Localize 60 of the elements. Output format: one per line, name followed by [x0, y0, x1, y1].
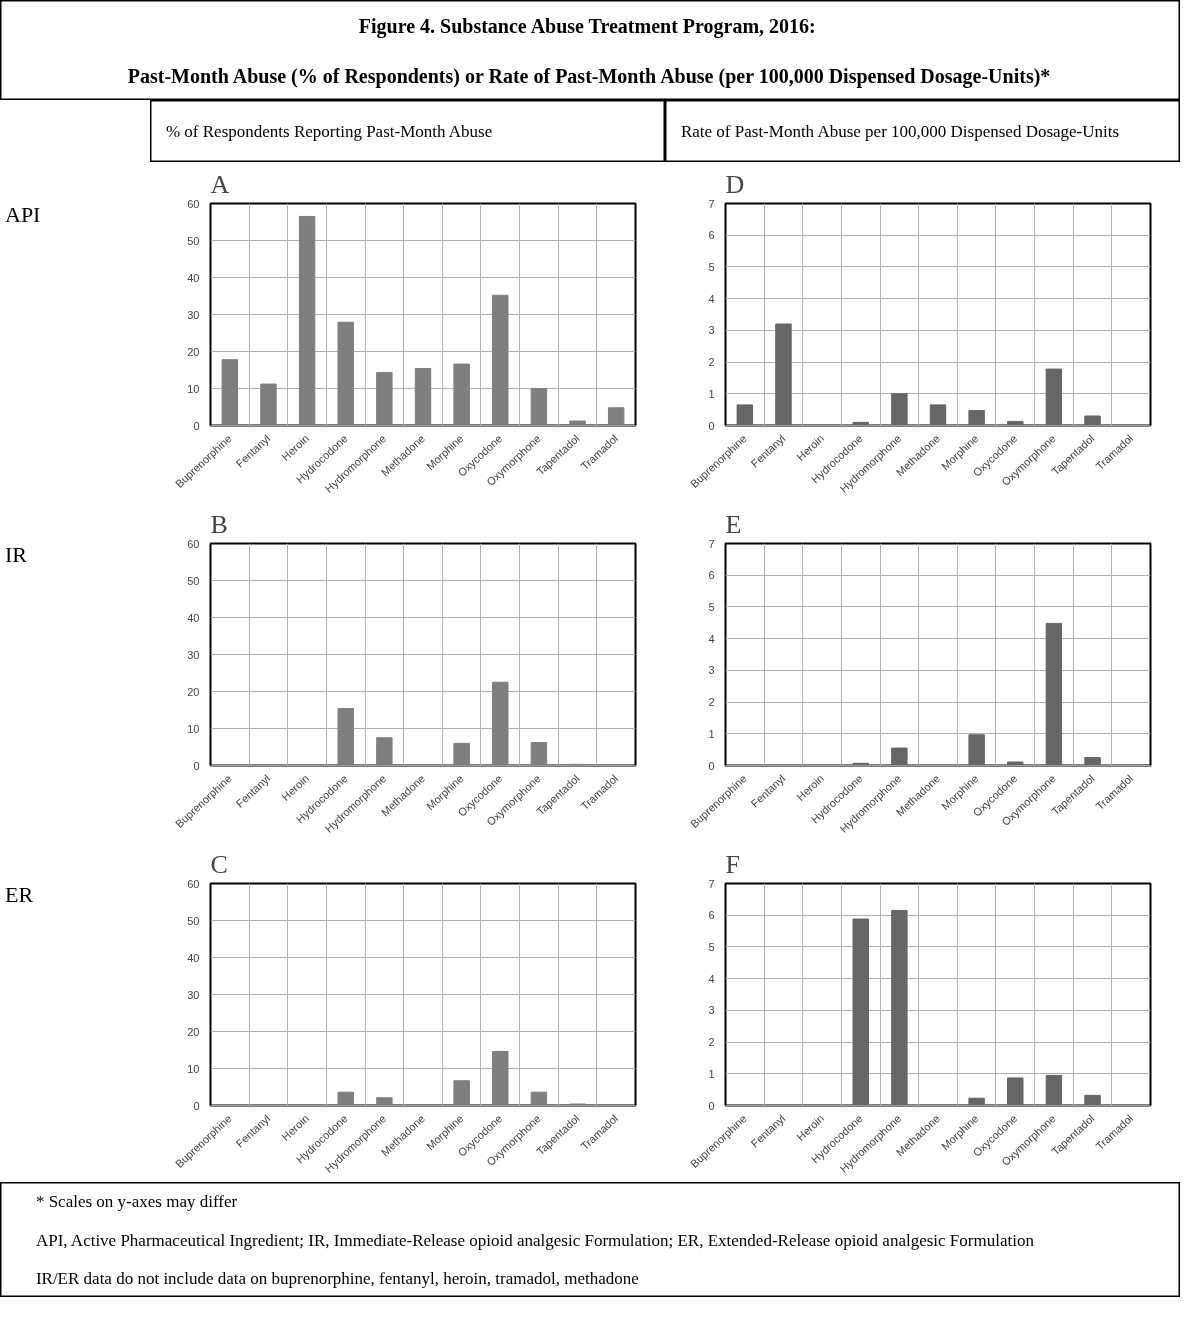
y-tick-label: 60 [187, 197, 200, 210]
y-tick-label: 0 [708, 759, 715, 772]
y-tick-label: 10 [187, 1062, 200, 1075]
y-tick-label: 60 [187, 877, 200, 890]
chart-title: E [725, 509, 742, 539]
text: Rate of Past-Month Abuse per 100,000 Dispensed Dosage-Units [680, 122, 1120, 141]
y-tick-label: 2 [708, 1036, 715, 1049]
y-tick-label: 10 [187, 722, 200, 735]
text: % of Respondents Reporting Past-Month Abuse [165, 122, 493, 141]
y-tick-label: 5 [708, 600, 715, 613]
y-tick-label: 7 [708, 197, 715, 210]
y-tick-label: 40 [187, 271, 200, 284]
y-tick-label: 1 [708, 1067, 715, 1080]
y-tick-label: 4 [708, 292, 715, 305]
y-tick-label: 5 [708, 260, 715, 273]
text: * Scales on y-axes may differ [35, 1192, 238, 1212]
y-tick-label: 2 [708, 696, 715, 709]
y-tick-label: 4 [708, 632, 715, 645]
y-tick-label: 1 [708, 727, 715, 740]
chart-title: A [210, 169, 230, 199]
text: IR [5, 542, 28, 568]
y-tick-label: 20 [187, 685, 200, 698]
y-tick-label: 5 [708, 940, 715, 953]
text: API [5, 202, 41, 228]
y-tick-label: 3 [708, 664, 715, 677]
y-tick-label: 2 [708, 356, 715, 369]
y-tick-label: 30 [187, 988, 200, 1001]
y-tick-label: 0 [193, 759, 200, 772]
y-tick-label: 0 [708, 419, 715, 432]
y-tick-label: 60 [187, 537, 200, 550]
y-tick-label: 0 [193, 1099, 200, 1112]
text: API, Active Pharmaceutical Ingredient; IR, Immediate-Release opioid analgesic Formulation; ER, Extended-Release opioid analgesic Formulation [35, 1230, 1035, 1250]
chart-title: B [210, 509, 228, 539]
y-tick-label: 30 [187, 648, 200, 661]
y-tick-label: 0 [708, 1099, 715, 1112]
y-tick-label: 3 [708, 1004, 715, 1017]
y-tick-label: 6 [708, 569, 715, 582]
chart-title: F [725, 849, 740, 879]
y-tick-label: 30 [187, 308, 200, 321]
chart-title: C [210, 849, 228, 879]
y-tick-label: 40 [187, 951, 200, 964]
y-tick-label: 6 [708, 909, 715, 922]
y-tick-label: 40 [187, 611, 200, 624]
y-tick-label: 50 [187, 574, 200, 587]
y-tick-label: 0 [193, 419, 200, 432]
y-tick-label: 7 [708, 877, 715, 890]
chart-title: D [725, 169, 745, 199]
text: IR/ER data do not include data on buprenorphine, fentanyl, heroin, tramadol, methadone [35, 1268, 639, 1288]
y-tick-label: 20 [187, 1025, 200, 1038]
y-tick-label: 1 [708, 387, 715, 400]
y-tick-label: 50 [187, 234, 200, 247]
y-tick-label: 50 [187, 914, 200, 927]
y-tick-label: 7 [708, 537, 715, 550]
y-tick-label: 20 [187, 345, 200, 358]
y-tick-label: 6 [708, 229, 715, 242]
y-tick-label: 3 [708, 324, 715, 337]
y-tick-label: 4 [708, 972, 715, 985]
chart-title: Figure 4. Substance Abuse Treatment Program, 2016: Past-Month Abuse (% of Respondents) or Rate of Past-Month Abuse (per 100,000 Dispensed Dosage-Units)* [127, 14, 1051, 87]
text: ER [5, 882, 34, 908]
y-tick-label: 10 [187, 382, 200, 395]
